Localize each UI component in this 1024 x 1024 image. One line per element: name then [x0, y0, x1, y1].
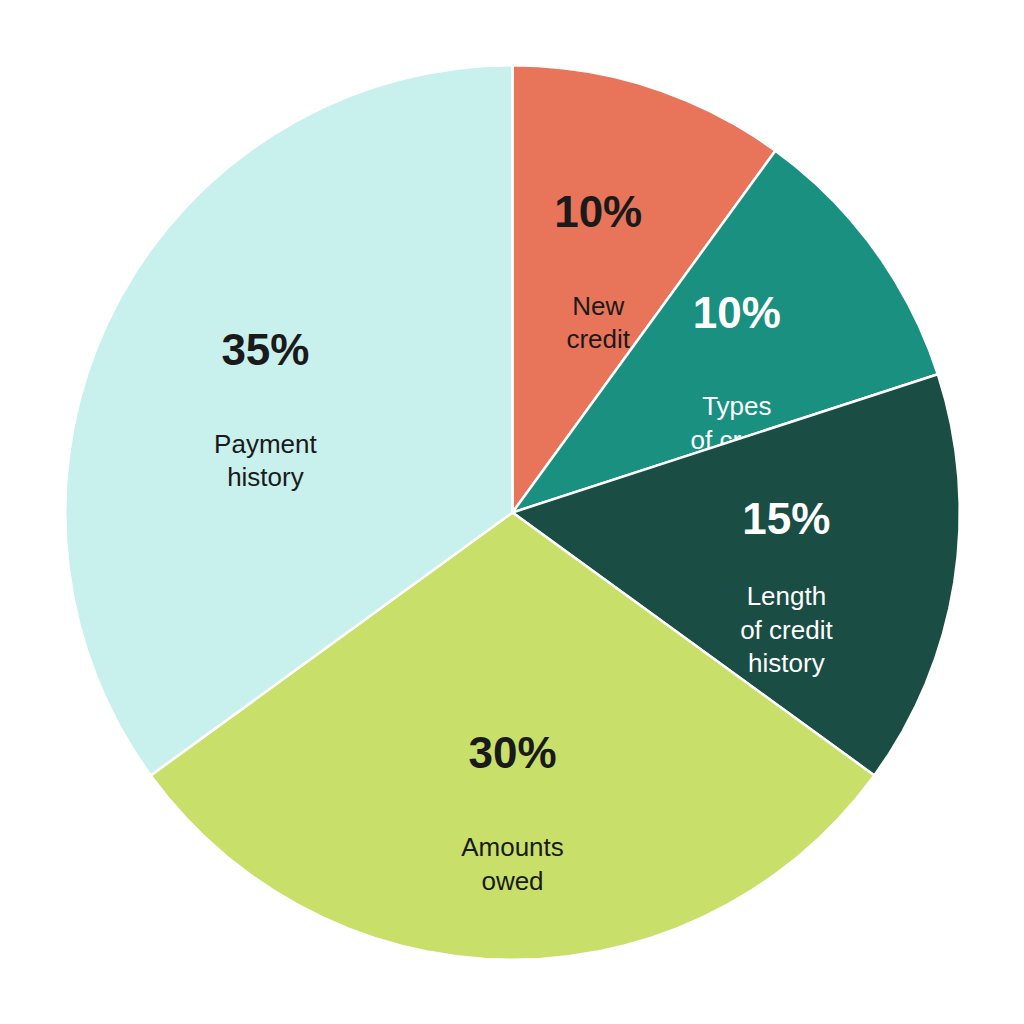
svg-text:Lengthof credithistory: Lengthof credithistory	[740, 581, 833, 679]
svg-text:10%: 10%	[554, 187, 642, 236]
svg-text:30%: 30%	[468, 728, 556, 777]
svg-text:Paymenthistory: Paymenthistory	[214, 429, 317, 493]
svg-text:Amountsowed: Amountsowed	[461, 832, 564, 896]
html-text:of credit: of credit	[690, 425, 784, 456]
svg-text:35%: 35%	[221, 325, 309, 374]
svg-text:Newcredit: Newcredit	[566, 291, 630, 355]
html-text:Types: Types	[702, 391, 772, 422]
svg-text:10%: 10%	[693, 288, 781, 337]
svg-text:15%: 15%	[742, 494, 830, 543]
